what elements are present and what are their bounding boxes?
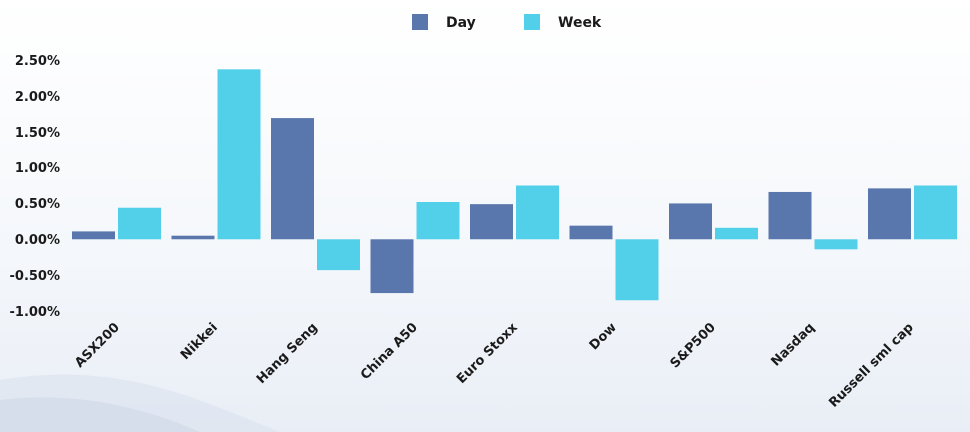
y-tick-label: 1.50%: [15, 126, 60, 141]
bar-day-euro-stoxx: [470, 204, 513, 240]
bar-day-nikkei: [171, 235, 215, 240]
y-tick-label: -0.50%: [10, 269, 61, 284]
x-tick-label: ASX200: [72, 320, 123, 371]
bar-week-china-a50: [416, 201, 460, 240]
bar-week-s-p500: [715, 227, 758, 240]
legend: Day Week: [412, 14, 602, 31]
y-tick-label: 2.50%: [15, 54, 60, 69]
y-axis: 2.50% 2.00% 1.50% 1.00% 0.50% 0.00% -0.5…: [10, 54, 61, 320]
y-tick-label: 0.00%: [15, 233, 60, 248]
x-tick-label: Russell sml cap: [826, 320, 917, 411]
bar-day-asx200: [72, 231, 115, 240]
x-tick-label: Hang Seng: [254, 320, 321, 387]
bar-week-nasdaq: [814, 239, 858, 250]
y-tick-label: 0.50%: [15, 197, 60, 212]
bar-week-russell-sml-cap: [914, 185, 957, 240]
bar-week-euro-stoxx: [516, 185, 559, 240]
bar-day-china-a50: [370, 239, 414, 294]
bar-day-russell-sml-cap: [868, 188, 911, 240]
y-tick-label: 2.00%: [15, 90, 60, 105]
bar-day-dow: [569, 225, 613, 240]
x-tick-label: S&P500: [668, 320, 719, 371]
legend-label-day: Day: [446, 15, 476, 31]
bar-week-hang-seng: [317, 239, 360, 271]
x-tick-label: Dow: [587, 320, 620, 353]
bar-day-nasdaq: [768, 191, 812, 240]
x-axis: ASX200 Nikkei Hang Seng China A50 Euro S…: [72, 320, 917, 411]
x-tick-label: Euro Stoxx: [454, 320, 521, 387]
bars-group: [72, 69, 957, 301]
x-tick-label: Nikkei: [178, 320, 221, 363]
bar-week-asx200: [118, 207, 161, 240]
background-wave: [0, 397, 200, 432]
bar-week-nikkei: [217, 69, 261, 240]
y-tick-label: -1.00%: [10, 305, 61, 320]
bar-week-dow: [615, 239, 659, 301]
x-tick-label: Nasdaq: [768, 320, 817, 369]
legend-swatch-day: [412, 14, 428, 30]
legend-label-week: Week: [558, 15, 602, 31]
bar-day-s-p500: [669, 203, 712, 240]
bar-day-hang-seng: [271, 118, 314, 240]
x-tick-label: China A50: [358, 320, 421, 383]
y-tick-label: 1.00%: [15, 161, 60, 176]
legend-swatch-week: [524, 14, 540, 30]
